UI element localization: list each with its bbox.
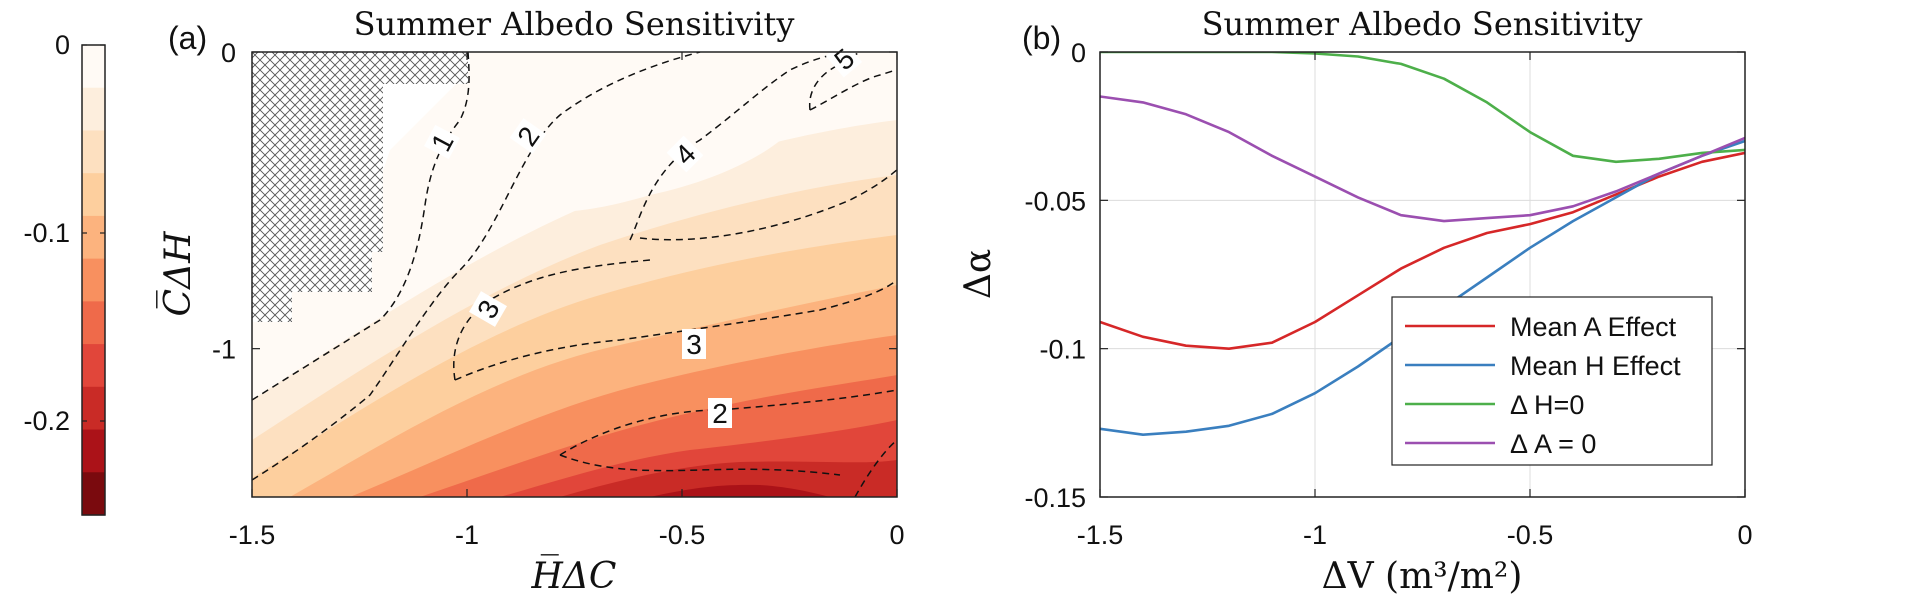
- heatmap-band: [535, 85, 800, 212]
- no-data-hatch: [252, 52, 468, 322]
- contour-label-bg: [469, 291, 507, 327]
- series-line: [1100, 52, 1745, 164]
- panel-a-xlabel: H̅ΔC: [531, 553, 617, 597]
- colorbar-tick-label: 0: [55, 30, 70, 60]
- y-tick-label: 0: [221, 38, 236, 68]
- contour-label-bg: [682, 329, 706, 359]
- colorbar-level: [82, 258, 105, 302]
- colorbar-tick-label: -0.2: [23, 406, 70, 436]
- contour-label-3-right: 3: [686, 329, 702, 360]
- legend-entry: Δ A = 0: [1510, 429, 1596, 459]
- contour-line: [639, 169, 897, 241]
- x-tick-label: -1: [1303, 520, 1327, 550]
- colorbar-level: [82, 344, 105, 388]
- panel-a: 1 2 4 5 3 3 2 -1.5 -1 -0.5 00-1 (a) Summer …: [155, 5, 904, 597]
- colorbar-level: [82, 87, 105, 132]
- heatmap-band: [650, 484, 830, 497]
- contour-label-bg: [666, 135, 704, 173]
- colorbar-level: [82, 472, 105, 516]
- contour-line: [629, 52, 846, 241]
- y-tick-label: 0: [1071, 38, 1086, 68]
- colorbar-level: [82, 173, 105, 217]
- contour-line: [453, 259, 651, 381]
- series-line: [1100, 95, 1745, 223]
- y-tick-label: -0.15: [1024, 483, 1086, 513]
- colorbar-tick-label: -0.1: [23, 218, 70, 248]
- y-tick-label: -1: [212, 335, 236, 365]
- panel-b: -1.5 -1 -0.5 0 0 -0.05 -0.1 -0.15 (b) Summer Al…: [958, 5, 1753, 597]
- contour-label-2-lower: 2: [712, 398, 728, 429]
- x-tick-label: -1.5: [229, 520, 276, 550]
- colorbar-frame: [81, 44, 106, 516]
- contour-line: [252, 52, 701, 481]
- y-tick-label: -0.1: [1039, 335, 1086, 365]
- x-tick-label: -0.5: [1507, 520, 1554, 550]
- panel-b-ticks: -1.5 -1 -0.5 0 0 -0.05 -0.1 -0.15: [1024, 38, 1752, 550]
- legend: Mean A Effect Mean H Effect Δ H=0 Δ A = 0: [1391, 296, 1713, 466]
- x-tick-label: 0: [1737, 520, 1752, 550]
- panel-a-frame: [251, 51, 898, 498]
- colorbar-levels: [82, 45, 105, 516]
- panel-a-ylabel: C̅ΔH: [155, 231, 199, 317]
- contour-line: [454, 279, 897, 381]
- legend-entry: Mean H Effect: [1510, 351, 1681, 381]
- colorbar-level: [82, 429, 105, 473]
- colorbar-level: [82, 386, 105, 431]
- panel-b-frame: [1099, 51, 1746, 498]
- contour-line: [252, 52, 470, 401]
- colorbar-level: [82, 301, 105, 345]
- legend-entry: Δ H=0: [1510, 390, 1584, 420]
- x-tick-label: -0.5: [659, 520, 706, 550]
- panel-b-title: Summer Albedo Sensitivity: [1202, 5, 1643, 43]
- panel-a-title: Summer Albedo Sensitivity: [354, 5, 795, 43]
- panel-b-label: (b): [1022, 20, 1061, 56]
- heatmap-bands: [252, 52, 897, 497]
- panel-b-ylabel: Δα: [958, 249, 999, 299]
- heatmap-band: [560, 460, 897, 497]
- colorbar-level: [82, 130, 105, 174]
- legend-items: Mean A Effect Mean H Effect Δ H=0 Δ A = 0: [1405, 312, 1681, 459]
- x-tick-label: -1.5: [1077, 520, 1124, 550]
- contour-label-bg: [509, 118, 547, 154]
- colorbar: 0 -0.1 -0.2: [23, 30, 106, 516]
- y-tick-label: -0.05: [1024, 186, 1086, 216]
- contour-line: [854, 439, 897, 497]
- contour-label-bg: [708, 398, 732, 428]
- panel-b-xlabel: ΔV (m³/m²): [1322, 556, 1523, 597]
- colorbar-ticks: 0 -0.1 -0.2: [23, 30, 105, 436]
- panel-a-ticks: -1.5 -1 -0.5 0 0 -1: [212, 38, 905, 550]
- contour-line: [559, 454, 841, 476]
- colorbar-level: [82, 215, 105, 260]
- colorbar-level: [82, 45, 105, 89]
- x-tick-label: -1: [455, 520, 479, 550]
- legend-entry: Mean A Effect: [1510, 312, 1677, 342]
- contour-line: [809, 69, 897, 111]
- x-tick-label: 0: [889, 520, 904, 550]
- contour-label-bg: [825, 40, 863, 78]
- panel-a-label: (a): [168, 20, 207, 56]
- contour-label-bg: [424, 124, 460, 160]
